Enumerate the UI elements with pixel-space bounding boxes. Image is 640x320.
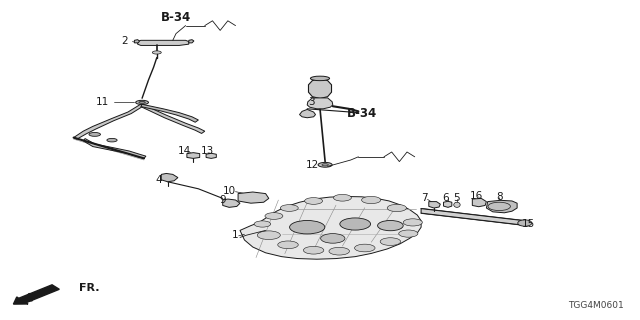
Polygon shape xyxy=(444,201,452,207)
Ellipse shape xyxy=(362,196,381,204)
Polygon shape xyxy=(429,202,440,208)
Ellipse shape xyxy=(257,231,280,239)
Ellipse shape xyxy=(378,220,403,231)
Polygon shape xyxy=(223,199,240,207)
Polygon shape xyxy=(74,103,144,139)
Ellipse shape xyxy=(305,197,323,204)
Text: 7: 7 xyxy=(421,193,428,204)
Ellipse shape xyxy=(310,76,330,81)
Polygon shape xyxy=(83,139,146,158)
Text: B-34: B-34 xyxy=(346,107,377,120)
Ellipse shape xyxy=(518,220,532,226)
Polygon shape xyxy=(161,173,178,182)
Ellipse shape xyxy=(333,194,351,201)
Polygon shape xyxy=(472,198,486,207)
Ellipse shape xyxy=(321,234,345,243)
Text: 3: 3 xyxy=(308,97,315,108)
Polygon shape xyxy=(307,98,333,109)
Ellipse shape xyxy=(89,132,100,136)
Ellipse shape xyxy=(322,164,328,166)
FancyArrow shape xyxy=(13,285,60,304)
Ellipse shape xyxy=(454,202,460,207)
Text: 9: 9 xyxy=(220,195,226,205)
Ellipse shape xyxy=(139,101,145,103)
Ellipse shape xyxy=(380,238,401,245)
Polygon shape xyxy=(189,40,194,43)
Ellipse shape xyxy=(289,220,325,234)
Ellipse shape xyxy=(387,204,406,212)
Ellipse shape xyxy=(265,212,283,220)
Text: 4: 4 xyxy=(156,175,162,185)
Polygon shape xyxy=(142,105,205,133)
Polygon shape xyxy=(238,192,269,203)
Ellipse shape xyxy=(107,138,117,142)
Polygon shape xyxy=(308,78,332,99)
Text: 2: 2 xyxy=(122,36,128,46)
Ellipse shape xyxy=(403,219,422,226)
Text: 1: 1 xyxy=(232,230,238,240)
Ellipse shape xyxy=(340,218,371,230)
Text: 12: 12 xyxy=(306,160,319,170)
Polygon shape xyxy=(206,153,216,158)
Polygon shape xyxy=(300,109,316,118)
Text: 16: 16 xyxy=(470,191,483,201)
Text: 8: 8 xyxy=(496,192,502,202)
Ellipse shape xyxy=(318,163,332,167)
Ellipse shape xyxy=(278,241,298,249)
Polygon shape xyxy=(138,40,189,45)
Polygon shape xyxy=(187,153,200,158)
Ellipse shape xyxy=(399,230,418,237)
Text: 6: 6 xyxy=(442,193,449,203)
Text: 10: 10 xyxy=(223,186,236,196)
Polygon shape xyxy=(421,209,525,225)
Polygon shape xyxy=(486,200,517,213)
Text: 5: 5 xyxy=(454,193,460,204)
Text: 15: 15 xyxy=(522,219,535,229)
Ellipse shape xyxy=(303,246,324,254)
Text: FR.: FR. xyxy=(79,283,99,293)
Ellipse shape xyxy=(280,205,298,211)
Text: TGG4M0601: TGG4M0601 xyxy=(568,301,624,310)
Polygon shape xyxy=(141,104,198,122)
Polygon shape xyxy=(240,196,421,259)
Ellipse shape xyxy=(152,51,161,54)
Ellipse shape xyxy=(329,247,349,255)
Text: 13: 13 xyxy=(201,146,214,156)
Ellipse shape xyxy=(254,221,271,227)
Ellipse shape xyxy=(355,244,375,252)
Text: 11: 11 xyxy=(96,97,109,107)
Polygon shape xyxy=(134,40,140,43)
Text: 14: 14 xyxy=(178,146,191,156)
Text: B-34: B-34 xyxy=(161,11,191,24)
Ellipse shape xyxy=(136,100,148,104)
